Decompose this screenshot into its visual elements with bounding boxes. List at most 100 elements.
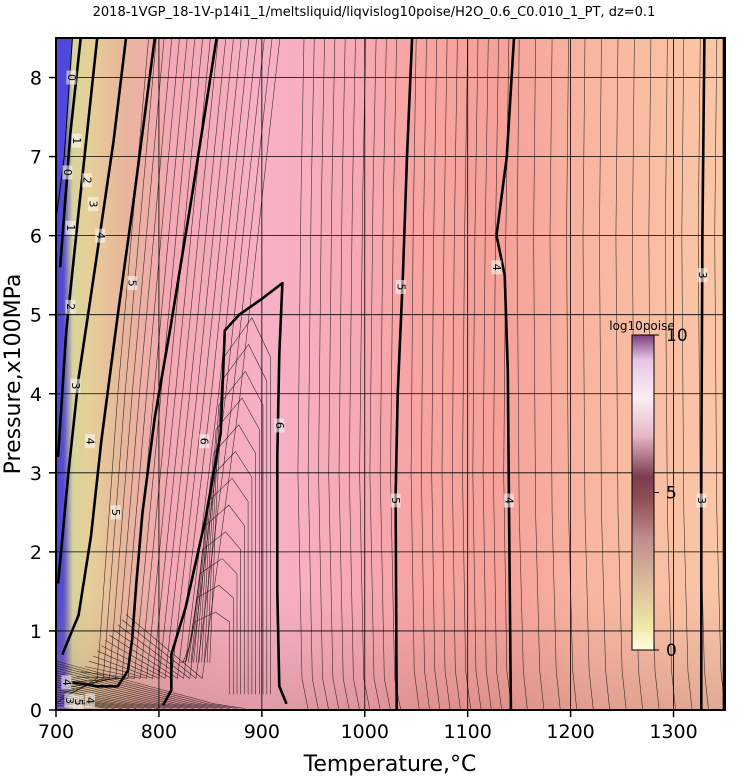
contour-label-bg [491,260,502,275]
contour-label: 4 [60,679,73,686]
contour-label: 4 [502,497,515,504]
minor-contour-line [56,670,216,709]
minor-contour-line [101,38,234,679]
contour-label-bg [395,280,406,295]
contour-label-bg [697,268,708,283]
colorbar-ticks: 0 5 10 [654,326,688,661]
contour-label-bg [274,418,285,433]
plot-bottom-shade [56,38,725,710]
contour-label: 2 [80,177,93,184]
x-tick-label: 900 [244,721,280,743]
y-axis-ticks: 0 1 2 3 4 5 6 7 8 [30,68,56,722]
contour-line-4 [60,38,157,656]
contour-label-bg [65,299,76,314]
minor-contour-line [88,38,211,679]
contour-label: 4 [83,697,96,704]
colorbar-gradient [631,334,655,651]
minor-contour-line [714,38,725,710]
contour-line-2 [56,38,99,458]
contour-label: 3 [69,382,82,389]
contour-label: 5 [389,497,402,504]
minor-contour-line [56,682,180,709]
colorbar-tick-label: 10 [666,326,688,346]
minor-contour-line [516,38,528,710]
contour-label: 4 [83,438,96,445]
contour-label-bg [84,693,95,708]
contour-line-3 [56,38,128,584]
contour-label-bg [61,675,72,690]
contour-label-bg [390,493,401,508]
minor-contour-line [582,38,594,710]
contour-label: 1 [64,224,77,231]
contour-label: 5 [394,284,407,291]
y-tick-label: 7 [30,147,42,169]
contour-label-bg [199,434,210,449]
contour-label: 6 [273,422,286,429]
y-tick-label: 8 [30,68,42,90]
minor-contour-line [182,584,234,695]
colorbar-title: log10poise [609,319,675,333]
minor-contour-line [196,451,253,695]
minor-contour-line [72,38,180,683]
contour-label-bg [70,378,81,393]
x-tick-label: 1300 [649,721,697,743]
minor-contour-line [109,38,250,679]
minor-contour-line [201,397,260,695]
contour-label-bg [84,434,95,449]
contour-label: 0 [65,74,78,81]
minor-contour-line [204,370,264,695]
minor-contour-line [56,684,173,709]
minor-contour-line [56,667,223,709]
contour-label: 0 [61,169,74,176]
minor-contour-line [105,38,242,679]
contour-label-bg [81,173,92,188]
minor-contour-line [566,38,578,710]
contour-label: 3 [695,497,708,504]
minor-contour-line [180,611,230,695]
contour-label: 4 [490,264,503,271]
minor-contour-line [56,689,158,709]
minor-contour-line [664,38,676,710]
y-tick-label: 0 [30,700,42,722]
x-axis-label: Temperature,°C [303,752,477,776]
y-axis-label: Pressure,x100MPa [1,274,26,475]
contour-label: 3 [696,272,709,279]
minor-contour-line [92,38,219,679]
contour-label: 3 [63,697,76,704]
contour-label-bg [127,276,138,291]
contour-label-bg [110,505,121,520]
contour-label: 5 [126,280,139,287]
contour-label: 3 [87,201,100,208]
contour-label-bg [66,70,77,85]
minor-contour-line [206,343,268,695]
contour-line-5 [72,38,218,688]
minor-contour-line [549,38,561,710]
y-tick-label: 4 [30,384,42,406]
minor-contour-line [56,663,238,709]
x-tick-label: 1200 [546,721,594,743]
contour-line-1 [58,38,82,268]
minor-contour-line [599,38,610,710]
contour-line-6 [161,281,288,706]
minor-contour-line [56,672,209,709]
contour-line-5 [394,38,414,710]
contour-label: 5 [72,699,85,706]
x-tick-label: 800 [141,721,177,743]
minor-contour-line [125,38,281,679]
minor-contour-line [198,424,256,695]
minor-contour-line [681,38,693,710]
minor-contour-line [615,38,627,710]
contour-label-bg [73,695,84,710]
minor-contour-line [84,38,203,679]
contour-label-bg [65,220,76,235]
y-tick-label: 3 [30,463,42,485]
contour-label-bg [64,693,75,708]
contour-label-bg [62,165,73,180]
minor-contour-line [533,38,545,710]
grid-lines [56,38,725,710]
contour-label-bg [88,197,99,212]
minor-contour-line [117,38,265,679]
x-tick-label: 1000 [341,721,389,743]
contour-label: 1 [70,137,83,144]
